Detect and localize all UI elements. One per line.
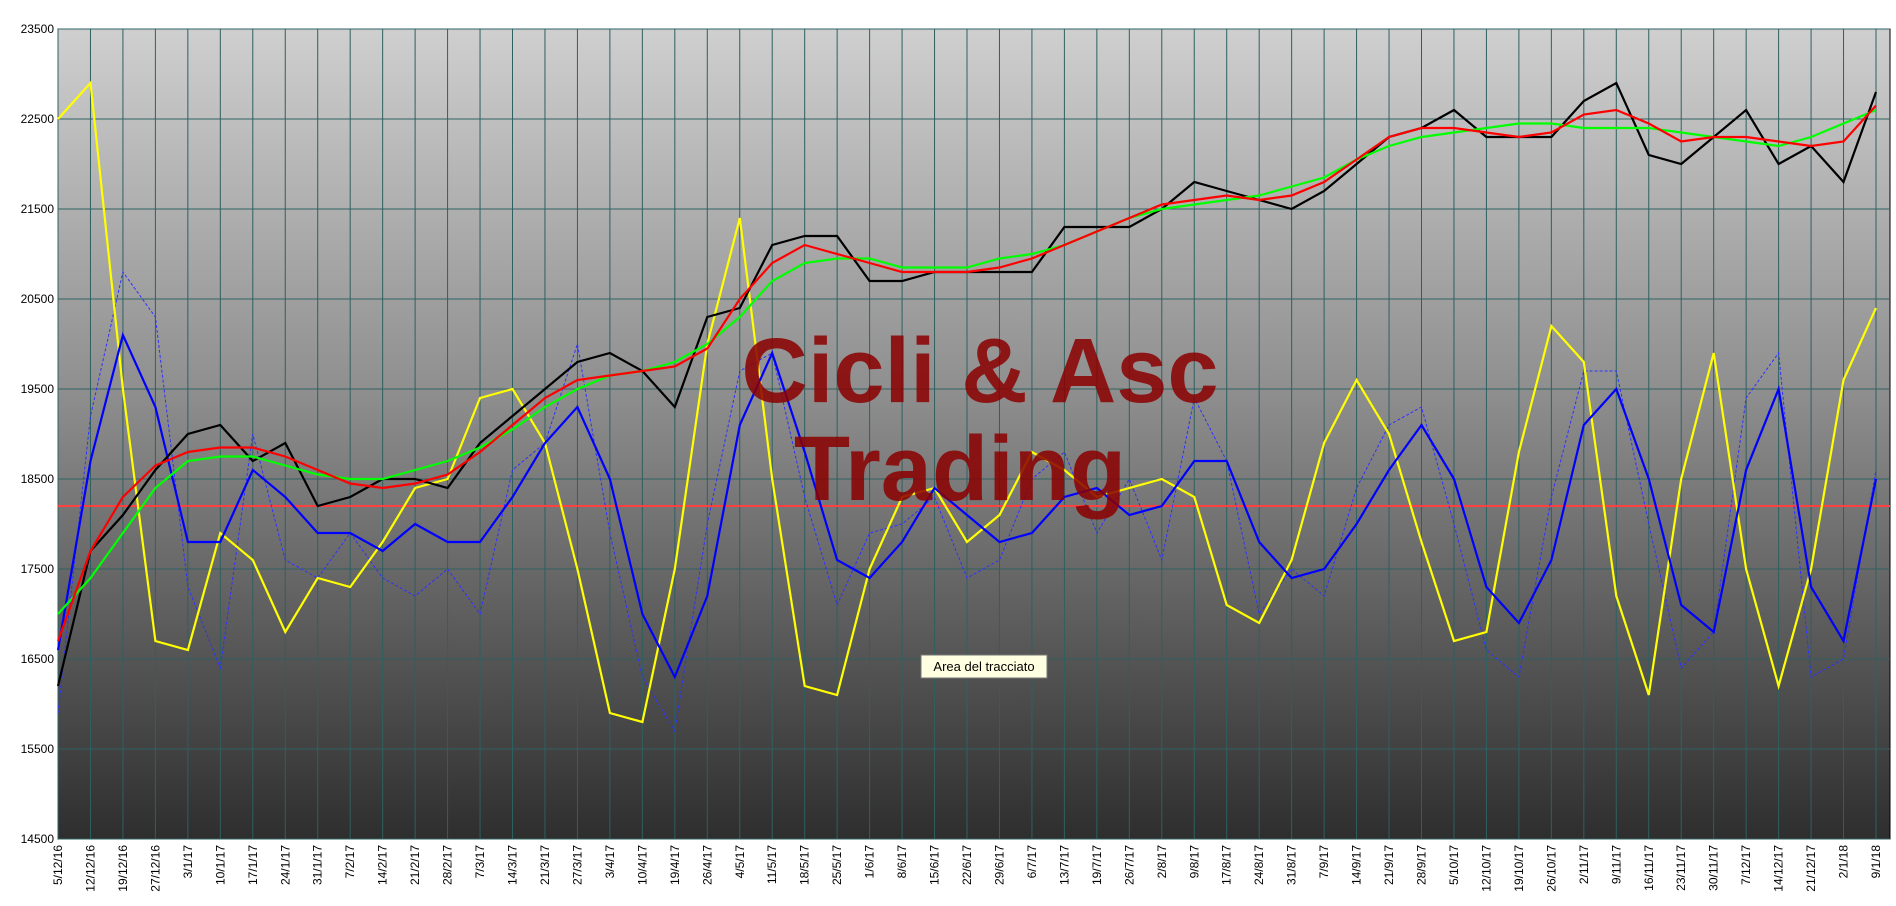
watermark: Trading [794,418,1126,520]
x-tick-label: 6/7/17 [1025,845,1039,879]
y-tick-label: 18500 [21,472,55,486]
series-line [57,270,1877,733]
x-tick-label: 17/8/17 [1220,845,1234,885]
x-tick-label: 8/6/17 [895,845,909,879]
x-tick-label: 14/2/17 [376,845,390,885]
x-tick-label: 30/11/17 [1707,845,1721,891]
x-tick-label: 7/9/17 [1317,845,1331,879]
y-tick-label: 21500 [21,202,55,216]
tooltip: Area del tracciato [933,659,1034,674]
x-tick-label: 28/2/17 [441,845,455,885]
x-tick-label: 10/4/17 [635,845,649,885]
x-tick-label: 3/1/17 [181,845,195,879]
y-tick-label: 14500 [21,832,55,846]
y-tick-label: 23500 [21,22,55,36]
x-tick-label: 27/3/17 [570,845,584,885]
x-tick-label: 24/1/17 [278,845,292,885]
x-tick-label: 21/2/17 [408,845,422,885]
x-tick-label: 3/4/17 [603,845,617,879]
x-tick-label: 9/11/17 [1609,845,1623,884]
x-tick-label: 31/1/17 [311,845,325,885]
x-tick-label: 18/5/17 [798,845,812,885]
x-tick-label: 26/4/17 [700,845,714,885]
y-tick-label: 19500 [21,382,55,396]
x-tick-label: 26/10/17 [1544,845,1558,892]
x-tick-label: 17/1/17 [246,845,260,885]
y-tick-label: 20500 [21,292,55,306]
x-tick-label: 21/3/17 [538,845,552,885]
x-tick-label: 4/5/17 [733,845,747,879]
x-tick-label: 7/12/17 [1739,845,1753,885]
series-line [57,108,1877,615]
series-line [57,80,1878,724]
x-tick-label: 19/12/16 [116,845,130,892]
x-tick-label: 19/7/17 [1090,845,1104,885]
x-tick-label: 2/1/18 [1837,845,1851,879]
x-tick-label: 9/1/18 [1869,845,1883,879]
x-tick-label: 1/6/17 [863,845,877,879]
x-tick-label: 14/9/17 [1350,845,1364,885]
series-line [56,104,1877,642]
x-tick-label: 13/7/17 [1057,845,1071,885]
x-tick-label: 19/10/17 [1512,845,1526,892]
watermark: Cicli & Asc [741,320,1218,422]
x-tick-label: 10/1/17 [213,845,227,885]
x-tick-label: 12/10/17 [1479,845,1493,892]
x-tick-label: 5/10/17 [1447,845,1461,885]
y-tick-label: 15500 [21,742,55,756]
tooltip-box [920,654,1048,679]
x-tick-label: 31/8/17 [1285,845,1299,885]
x-tick-label: 23/11/17 [1674,845,1688,891]
x-tick-label: 11/5/17 [765,845,779,884]
x-tick-label: 25/5/17 [830,845,844,885]
x-tick-label: 21/9/17 [1382,845,1396,885]
x-tick-label: 28/9/17 [1415,845,1429,885]
x-tick-label: 2/8/17 [1155,845,1169,879]
x-tick-label: 21/12/17 [1804,845,1818,892]
x-tick-label: 14/12/17 [1772,845,1786,892]
y-tick-label: 17500 [21,562,55,576]
y-tick-label: 22500 [21,112,55,126]
series-line [56,331,1878,680]
plot-area [57,28,1891,840]
y-tick-label: 16500 [21,652,55,666]
x-tick-label: 7/3/17 [473,845,487,879]
x-tick-label: 5/12/16 [51,845,65,885]
x-tick-label: 9/8/17 [1187,845,1201,879]
x-tick-label: 16/11/17 [1642,845,1656,891]
x-tick-label: 22/6/17 [960,845,974,885]
x-tick-label: 15/6/17 [928,845,942,885]
x-tick-label: 24/8/17 [1252,845,1266,885]
x-tick-label: 27/12/16 [148,845,162,892]
x-tick-label: 2/11/17 [1577,845,1591,884]
x-tick-label: 14/3/17 [506,845,520,885]
x-tick-label: 19/4/17 [668,845,682,885]
x-tick-label: 7/2/17 [343,845,357,879]
x-tick-label: 12/12/16 [83,845,97,892]
x-tick-label: 26/7/17 [1122,845,1136,885]
x-tick-label: 29/6/17 [992,845,1006,885]
